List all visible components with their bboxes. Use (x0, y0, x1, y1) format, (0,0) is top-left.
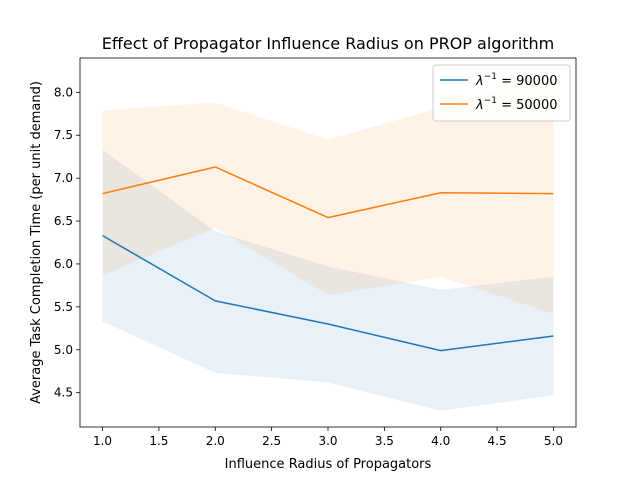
legend-label-series-2: λ−1 = 50000 (475, 96, 558, 113)
x-tick-label: 1.5 (149, 434, 168, 448)
legend-label-series-2-value: = 50000 (497, 98, 558, 113)
confidence-bands (102, 73, 554, 411)
legend-box (432, 64, 571, 122)
y-tick-label: 6.5 (54, 214, 73, 228)
y-tick-label: 8.0 (54, 85, 73, 99)
series-lines (102, 166, 554, 352)
x-axis-ticks: 1.0 1.5 2.0 2.5 3.0 3.5 4.0 4.5 5.0 (93, 427, 563, 448)
series-line-2 (102, 166, 554, 219)
legend-label-series-2-sup: −1 (484, 96, 497, 106)
y-tick-label: 5.5 (54, 300, 73, 314)
x-tick-label: 3.0 (318, 434, 337, 448)
x-tick-label: 4.0 (431, 434, 450, 448)
y-tick-label: 4.5 (54, 386, 73, 400)
y-tick-label: 6.0 (54, 257, 73, 271)
x-tick-label: 1.0 (93, 434, 112, 448)
y-axis-label: Average Task Completion Time (per unit d… (29, 81, 44, 404)
x-tick-label: 2.0 (206, 434, 225, 448)
x-tick-label: 5.0 (544, 434, 563, 448)
x-tick-label: 4.5 (488, 434, 507, 448)
y-tick-label: 7.5 (54, 128, 73, 142)
confidence-band-series-1 (102, 149, 554, 411)
legend-label-series-1-value: = 90000 (497, 74, 558, 89)
series-line-1 (102, 234, 554, 352)
legend-label-series-2-symbol: λ (475, 98, 484, 113)
legend-label-series-1-sup: −1 (484, 72, 497, 82)
legend: λ−1 = 90000 λ−1 = 50000 (432, 64, 571, 122)
x-tick-label: 2.5 (262, 434, 281, 448)
y-axis-ticks: 4.5 5.0 5.5 6.0 6.5 7.0 7.5 8.0 (54, 85, 80, 400)
legend-label-series-1-symbol: λ (475, 74, 484, 89)
chart-title: Effect of Propagator Influence Radius on… (102, 34, 555, 53)
legend-label-series-1: λ−1 = 90000 (475, 72, 558, 89)
y-tick-label: 5.0 (54, 343, 73, 357)
x-tick-label: 3.5 (375, 434, 394, 448)
confidence-band-series-2 (102, 73, 554, 314)
y-tick-label: 7.0 (54, 171, 73, 185)
x-axis-label: Influence Radius of Propagators (225, 457, 432, 472)
